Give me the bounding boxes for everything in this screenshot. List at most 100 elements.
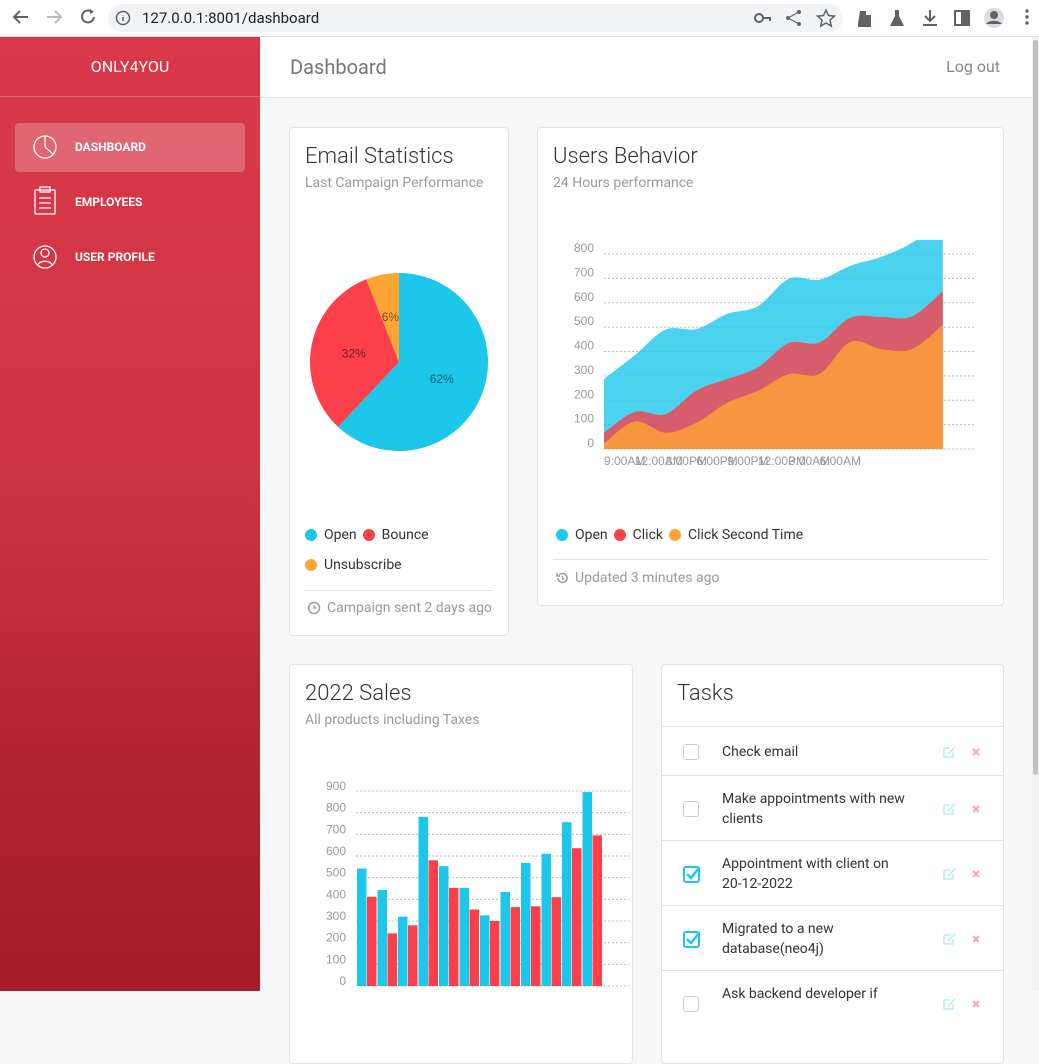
- card-title: 2022 Sales: [305, 681, 412, 706]
- page-title: Dashboard: [290, 55, 387, 79]
- x-tick-label: 6:00PM: [696, 454, 737, 468]
- legend-dot: [669, 529, 682, 541]
- x-tick-label: 3:00PM: [666, 454, 707, 468]
- check-mark: [686, 866, 700, 880]
- card-footer: Campaign sent 2 days ago: [307, 600, 492, 616]
- brand[interactable]: ONLY4YOU: [0, 37, 260, 97]
- card-footer: Updated 3 minutes ago: [555, 570, 719, 586]
- bar: [500, 891, 510, 986]
- plot: [604, 240, 943, 449]
- checkbox[interactable]: [683, 865, 700, 883]
- check-icon: [683, 865, 700, 883]
- nav-item[interactable]: EMPLOYEES: [75, 195, 143, 209]
- legend-dot: [613, 529, 626, 541]
- legend-item: Click Second Time: [669, 520, 803, 550]
- y-tick-label: 700: [326, 822, 346, 836]
- legend-item: Open: [556, 520, 608, 550]
- card-subtitle: 24 Hours performance: [553, 175, 694, 191]
- task-text: Appointment with client on 20-12-2022: [722, 855, 889, 892]
- card-title: Users Behavior: [553, 144, 698, 169]
- nav-buttons[interactable]: [0, 0, 108, 37]
- bar: [449, 887, 459, 986]
- bar: [367, 896, 377, 986]
- y-tick-label: 800: [574, 241, 594, 255]
- bar: [582, 792, 592, 986]
- bar: [428, 860, 438, 986]
- legend-dot: [305, 529, 317, 541]
- remove-icon: [972, 999, 980, 1008]
- legend-label: Unsubscribe: [324, 557, 402, 573]
- checkbox[interactable]: [683, 800, 699, 817]
- y-tick-label: 600: [574, 290, 594, 304]
- check-mark: [686, 931, 700, 945]
- scrollbar-thumb[interactable]: [1033, 40, 1038, 775]
- browser-icons[interactable]: [750, 6, 1039, 30]
- legend-label: Click: [632, 527, 664, 543]
- bar: [562, 822, 572, 986]
- slice-label: 32%: [342, 346, 366, 360]
- bar: [469, 909, 479, 986]
- pie-slice: [310, 279, 399, 427]
- bar: [551, 897, 561, 986]
- card: Email Statistics Last Campaign Performan…: [289, 127, 509, 636]
- y-tick-label: 100: [326, 952, 346, 966]
- legend: Open Bounce Unsubscribe: [305, 520, 495, 580]
- legend: Open Click Click Second Time: [556, 520, 986, 550]
- y-tick-label: 400: [574, 339, 594, 353]
- y-tick-label: 300: [574, 363, 594, 377]
- task-actions[interactable]: [942, 997, 982, 1011]
- slice-label: 62%: [430, 372, 454, 386]
- footer-text: Campaign sent 2 days ago: [327, 600, 492, 616]
- legend-dot: [362, 529, 375, 541]
- y-tick-label: 500: [326, 866, 346, 880]
- card-title: Email Statistics: [305, 144, 454, 169]
- y-tick-label: 500: [574, 314, 594, 328]
- address-bar[interactable]: 127.0.0.1:8001/dashboard: [108, 4, 843, 32]
- area: [604, 324, 943, 449]
- y-tick-label: 600: [326, 844, 346, 858]
- legend-item: Unsubscribe: [305, 550, 402, 580]
- card-subtitle: Last Campaign Performance: [305, 175, 484, 191]
- pie-slice: [338, 273, 488, 451]
- x-tick-label: 12:00PM: [758, 454, 806, 468]
- task-actions[interactable]: [942, 867, 982, 881]
- bar: [387, 933, 397, 986]
- chart: 62% 32% 6%: [310, 273, 488, 451]
- task-actions[interactable]: [942, 802, 982, 816]
- task-row: Make appointments with new clients: [662, 775, 1003, 840]
- logout-link[interactable]: Log out: [946, 57, 1000, 76]
- task-text: Ask backend developer if: [722, 985, 878, 1002]
- task-actions[interactable]: [942, 745, 982, 759]
- y-tick-label: 700: [574, 265, 594, 279]
- legend-label: Bounce: [381, 527, 429, 543]
- task-actions[interactable]: [942, 932, 982, 946]
- edit-icon: [943, 746, 956, 758]
- x-tick-label: 9:00PM: [727, 454, 768, 468]
- browser-bar: 127.0.0.1:8001/dashboard: [0, 0, 1039, 37]
- remove-icon: [972, 747, 980, 756]
- task-text: Migrated to a new database(neo4j): [722, 920, 834, 957]
- bar: [408, 925, 418, 986]
- bar: [480, 915, 490, 986]
- legend-item: Click: [613, 520, 664, 550]
- y-tick-label: 0: [339, 974, 346, 988]
- x-tick-label: 6:00AM: [820, 454, 861, 468]
- checkbox[interactable]: [683, 930, 700, 948]
- checkbox[interactable]: [683, 743, 699, 760]
- checkbox[interactable]: [683, 995, 699, 1012]
- check-icon: [683, 930, 700, 948]
- bar: [398, 916, 408, 986]
- navbar: Dashboard Log out: [260, 37, 1032, 98]
- task-row: Check email: [662, 726, 1003, 775]
- nav-item[interactable]: USER PROFILE: [75, 250, 155, 264]
- bar: [418, 817, 428, 986]
- task-row: Appointment with client on 20-12-2022: [662, 840, 1003, 905]
- y-tick-label: 900: [326, 779, 346, 793]
- divider: [305, 590, 493, 591]
- task-text: Make appointments with new clients: [722, 790, 905, 827]
- legend-dot: [305, 559, 317, 571]
- bar: [510, 907, 520, 986]
- legend-label: Click Second Time: [688, 527, 804, 543]
- bar: [531, 906, 541, 986]
- nav-item[interactable]: DASHBOARD: [15, 123, 245, 172]
